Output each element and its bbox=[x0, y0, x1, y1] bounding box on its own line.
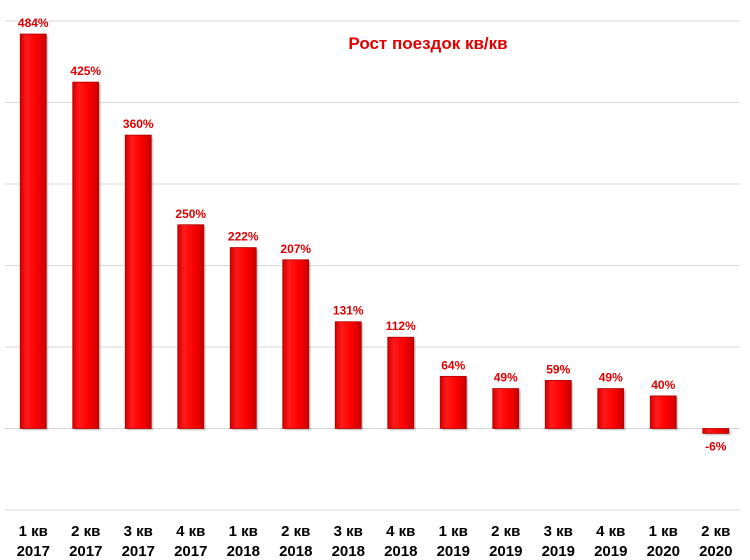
data-label: 59% bbox=[546, 362, 570, 376]
x-tick-label-quarter: 2 кв bbox=[491, 523, 520, 540]
data-labels: 484% 425% 360% 250% 222% 207% 131% 112% 64% 49% 59… bbox=[18, 16, 727, 453]
x-tick-label-year: 2019 bbox=[542, 543, 575, 560]
bar bbox=[492, 388, 520, 429]
x-tick-label-quarter: 2 кв bbox=[701, 523, 730, 540]
bar bbox=[124, 134, 152, 429]
data-label: 112% bbox=[386, 319, 416, 333]
bar bbox=[334, 321, 362, 429]
data-label: 40% bbox=[651, 378, 675, 392]
bars bbox=[19, 33, 731, 436]
data-label: 49% bbox=[494, 371, 518, 385]
data-label: 484% bbox=[18, 16, 49, 30]
data-label: 222% bbox=[228, 230, 259, 244]
x-tick-label-year: 2017 bbox=[174, 543, 207, 560]
data-label: 64% bbox=[441, 358, 465, 372]
x-tick-label-year: 2017 bbox=[122, 543, 155, 560]
x-tick-label-year: 2018 bbox=[279, 543, 312, 560]
data-label: 250% bbox=[175, 207, 206, 221]
bar bbox=[19, 33, 47, 429]
data-label: 207% bbox=[280, 242, 311, 256]
data-label: -6% bbox=[705, 439, 727, 453]
bar bbox=[439, 375, 467, 429]
x-tick-label-quarter: 4 кв bbox=[176, 523, 205, 540]
x-tick-label-quarter: 1 кв bbox=[649, 523, 678, 540]
bar bbox=[282, 259, 310, 429]
x-tick-label-year: 2019 bbox=[437, 543, 470, 560]
data-label: 425% bbox=[70, 64, 101, 78]
x-tick-label-quarter: 2 кв bbox=[281, 523, 310, 540]
x-tick-label-quarter: 1 кв bbox=[229, 523, 258, 540]
x-tick-label-quarter: 4 кв bbox=[386, 523, 415, 540]
x-tick-label-year: 2019 bbox=[489, 543, 522, 560]
x-axis-tick-labels: 1 кв 2017 2 кв 2017 3 кв 2017 4 кв 2017 1 кв 2018… bbox=[17, 523, 733, 560]
x-tick-label-year: 2020 bbox=[699, 543, 732, 560]
gridlines bbox=[5, 20, 740, 511]
x-tick-label-year: 2019 bbox=[594, 543, 627, 560]
x-tick-label-year: 2017 bbox=[69, 543, 102, 560]
data-label: 131% bbox=[333, 304, 364, 318]
x-tick-label-quarter: 3 кв bbox=[124, 523, 153, 540]
x-tick-label-quarter: 4 кв bbox=[596, 523, 625, 540]
data-label: 49% bbox=[599, 371, 623, 385]
bar bbox=[72, 81, 100, 429]
bar bbox=[387, 336, 415, 429]
bar bbox=[177, 224, 205, 429]
chart-title: Рост поездок кв/кв bbox=[348, 34, 507, 53]
x-tick-label-quarter: 1 кв bbox=[439, 523, 468, 540]
x-tick-label-year: 2020 bbox=[647, 543, 680, 560]
bar bbox=[649, 395, 677, 429]
bar bbox=[597, 388, 625, 429]
x-tick-label-quarter: 3 кв bbox=[334, 523, 363, 540]
x-tick-label-quarter: 3 кв bbox=[544, 523, 573, 540]
bar bbox=[702, 428, 730, 434]
bar bbox=[544, 380, 572, 429]
x-tick-label-year: 2018 bbox=[227, 543, 260, 560]
x-tick-label-year: 2018 bbox=[332, 543, 365, 560]
data-label: 360% bbox=[123, 117, 154, 131]
x-tick-label-quarter: 2 кв bbox=[71, 523, 100, 540]
x-tick-label-quarter: 1 кв bbox=[19, 523, 48, 540]
bar bbox=[229, 247, 257, 429]
x-tick-label-year: 2018 bbox=[384, 543, 417, 560]
x-tick-label-year: 2017 bbox=[17, 543, 50, 560]
